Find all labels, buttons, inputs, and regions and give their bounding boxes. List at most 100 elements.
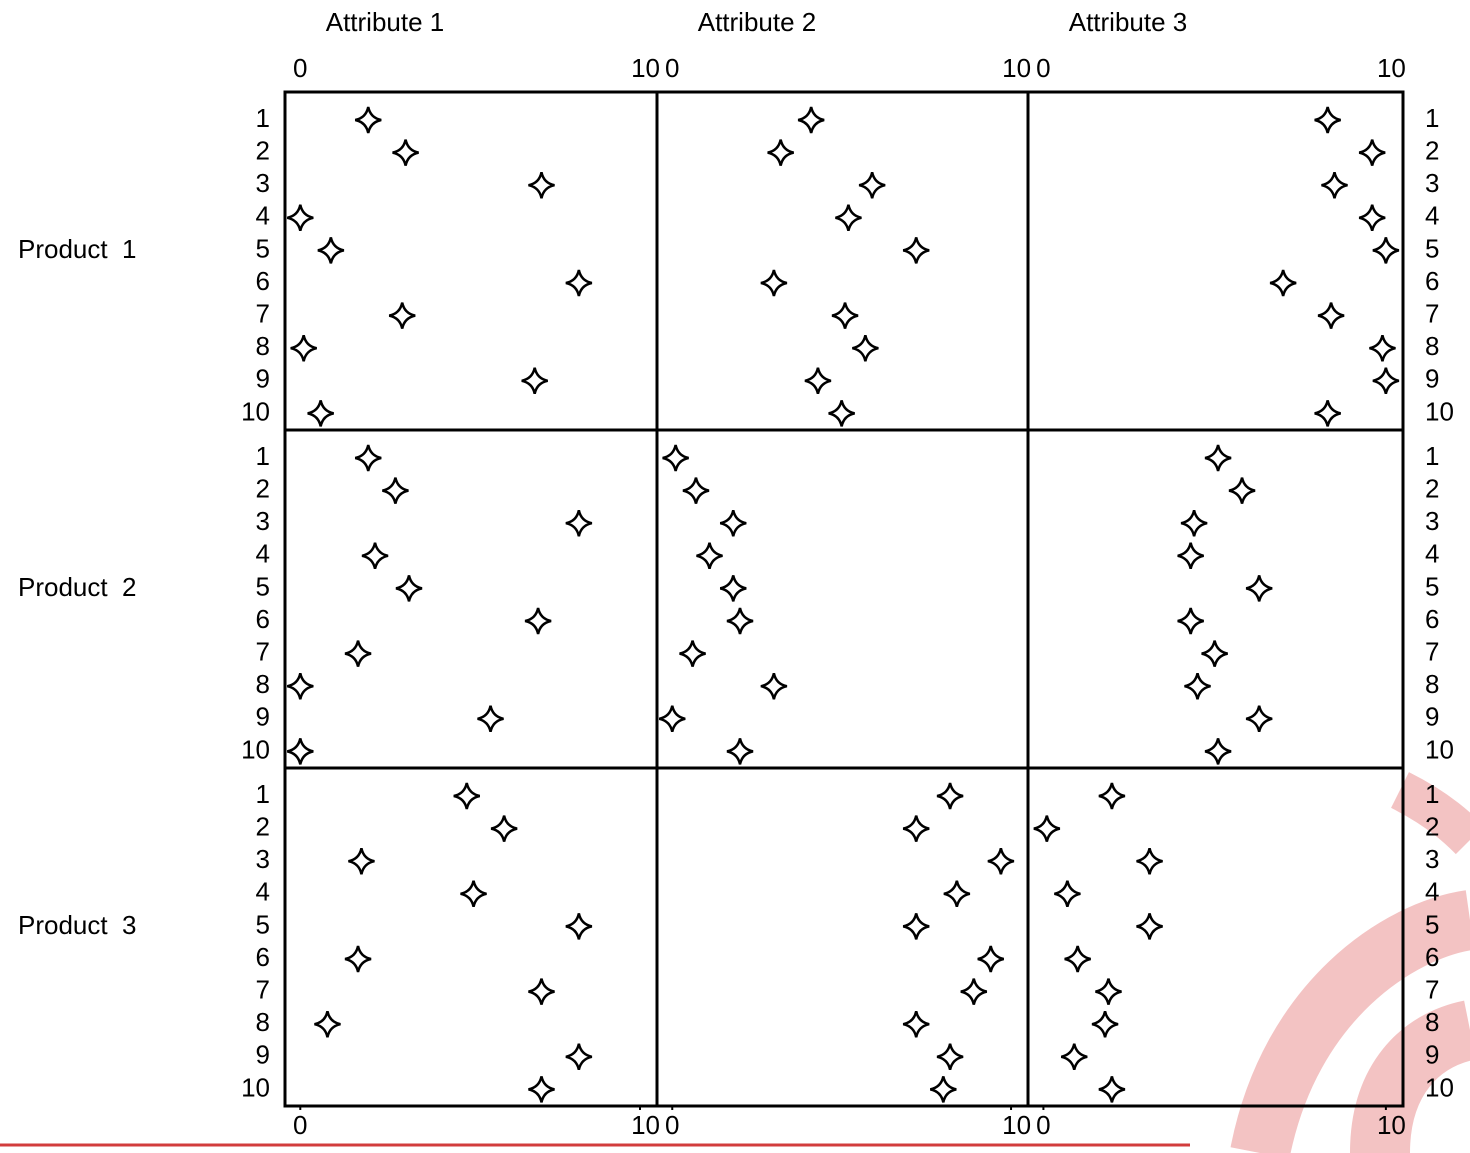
- point: [477, 705, 504, 733]
- point: [662, 444, 689, 472]
- point: [354, 444, 382, 472]
- y-tick-label: 5: [1425, 233, 1439, 263]
- point: [726, 607, 754, 635]
- y-tick-label: 10: [241, 734, 270, 764]
- point: [831, 302, 859, 329]
- y-tick-label: 4: [256, 539, 270, 569]
- point: [395, 575, 423, 602]
- y-tick-label: 10: [241, 1072, 270, 1102]
- point: [314, 1010, 341, 1038]
- point: [929, 1076, 957, 1103]
- y-tick-label: 2: [256, 811, 270, 841]
- panel: [283, 766, 659, 1108]
- point: [960, 978, 988, 1005]
- point: [719, 575, 747, 602]
- column-title: Attribute 1: [326, 7, 445, 37]
- point: [521, 367, 549, 395]
- point: [1369, 334, 1396, 362]
- y-tick-label: 10: [241, 396, 270, 426]
- x-tick-label: 10: [631, 53, 660, 83]
- point: [1314, 400, 1341, 427]
- point: [565, 269, 593, 297]
- point: [1228, 477, 1256, 504]
- point: [528, 171, 555, 199]
- y-tick-label: 8: [1425, 669, 1439, 699]
- y-tick-label: 6: [256, 266, 270, 296]
- y-tick-label: 5: [256, 571, 270, 601]
- y-tick-label: 7: [1425, 974, 1439, 1004]
- point: [726, 738, 754, 765]
- point: [1033, 815, 1061, 842]
- row-title: Product 2: [18, 572, 137, 602]
- point: [936, 782, 964, 810]
- y-tick-label: 9: [1425, 1040, 1439, 1070]
- y-tick-label: 10: [1425, 734, 1454, 764]
- point: [902, 815, 930, 842]
- y-tick-label: 1: [1425, 779, 1439, 809]
- row-title: Product 1: [18, 234, 137, 264]
- y-tick-label: 7: [256, 636, 270, 666]
- point: [1201, 640, 1228, 667]
- point: [453, 782, 481, 810]
- point: [719, 509, 747, 537]
- point: [565, 1043, 593, 1071]
- y-tick-label: 5: [1425, 571, 1439, 601]
- point: [1091, 1010, 1119, 1038]
- point: [1358, 139, 1386, 166]
- point: [658, 705, 686, 733]
- column-title: Attribute 2: [698, 7, 817, 37]
- y-tick-label: 7: [256, 298, 270, 328]
- point: [1098, 1076, 1126, 1103]
- y-tick-label: 2: [1425, 473, 1439, 503]
- column-title: Attribute 3: [1069, 7, 1188, 37]
- y-tick-label: 4: [256, 877, 270, 907]
- point: [902, 237, 930, 264]
- y-tick-label: 4: [256, 201, 270, 231]
- y-tick-label: 9: [256, 702, 270, 732]
- x-tick-label: 10: [631, 1110, 660, 1140]
- point: [987, 847, 1015, 875]
- point: [286, 738, 314, 765]
- point: [388, 302, 416, 329]
- point: [286, 204, 314, 232]
- point: [1321, 171, 1348, 199]
- y-tick-label: 9: [1425, 364, 1439, 394]
- y-tick-label: 8: [256, 669, 270, 699]
- point: [679, 640, 706, 667]
- point: [1245, 575, 1273, 602]
- y-tick-label: 2: [1425, 811, 1439, 841]
- point: [1372, 237, 1400, 264]
- y-tick-label: 3: [256, 168, 270, 198]
- y-tick-label: 4: [1425, 201, 1439, 231]
- point: [524, 607, 552, 635]
- point: [344, 945, 372, 973]
- y-tick-label: 8: [256, 331, 270, 361]
- point: [1245, 705, 1273, 733]
- y-tick-label: 1: [256, 103, 270, 133]
- y-tick-label: 4: [1425, 877, 1439, 907]
- point: [528, 978, 555, 1005]
- y-tick-label: 10: [1425, 396, 1454, 426]
- point: [1317, 302, 1345, 329]
- y-tick-label: 9: [256, 1040, 270, 1070]
- y-tick-label: 2: [1425, 135, 1439, 165]
- y-tick-label: 9: [256, 364, 270, 394]
- point: [565, 509, 593, 537]
- y-tick-label: 2: [256, 473, 270, 503]
- x-tick-label: 0: [665, 1110, 679, 1140]
- point: [1204, 444, 1232, 472]
- point: [1136, 913, 1163, 940]
- point: [696, 542, 723, 570]
- point: [528, 1076, 555, 1103]
- point: [902, 1010, 930, 1038]
- x-tick-label: 0: [1036, 53, 1050, 83]
- point: [852, 334, 879, 362]
- y-tick-label: 3: [1425, 168, 1439, 198]
- y-tick-label: 6: [1425, 942, 1439, 972]
- point: [760, 672, 788, 700]
- point: [936, 1043, 964, 1071]
- y-tick-label: 8: [1425, 331, 1439, 361]
- y-tick-label: 3: [1425, 506, 1439, 536]
- point: [382, 477, 409, 504]
